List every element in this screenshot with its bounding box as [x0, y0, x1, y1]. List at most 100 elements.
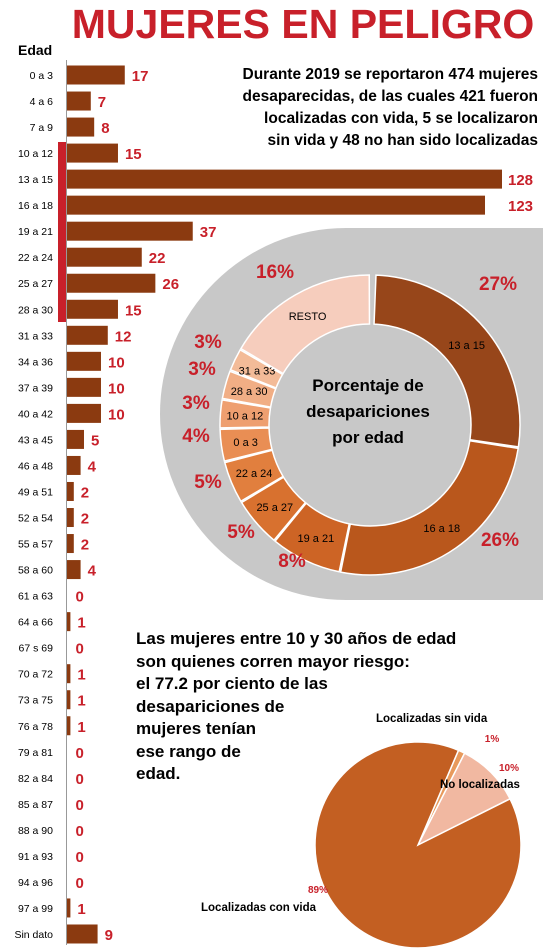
category-label: 76 a 78	[18, 721, 53, 733]
category-label: 16 a 18	[18, 200, 53, 212]
pie-percent: 1%	[485, 734, 500, 745]
category-label: 0 a 3	[30, 70, 54, 82]
donut-slice	[239, 274, 371, 375]
data-label: 0	[76, 771, 84, 788]
donut-title: por edad	[332, 428, 404, 447]
data-label: 0	[76, 849, 84, 866]
category-label: 4 a 6	[30, 96, 54, 108]
bar	[67, 247, 142, 267]
risk-line: desapariciones de	[136, 696, 285, 716]
donut-title: Porcentaje de	[312, 376, 424, 395]
category-label: 49 a 51	[18, 486, 53, 498]
data-label: 37	[200, 224, 217, 241]
intro-text: Durante 2019 se reportaron 474 mujeres d…	[180, 64, 538, 152]
slice-label: 31 a 33	[239, 365, 276, 377]
slice-percent: 27%	[479, 274, 517, 295]
risk-line: el 77.2 por ciento de las	[136, 674, 328, 693]
slice-percent: 3%	[182, 393, 210, 414]
slice-percent: 16%	[256, 262, 294, 283]
category-label: 70 a 72	[18, 669, 53, 681]
data-label: 26	[162, 276, 179, 293]
category-label: 10 a 12	[18, 148, 53, 160]
data-label: 0	[76, 745, 84, 762]
data-label: 1	[77, 615, 85, 632]
data-label: 1	[77, 719, 85, 736]
slice-label: 28 a 30	[231, 386, 268, 398]
bar	[67, 716, 71, 736]
slice-percent: 5%	[194, 472, 222, 493]
bar	[67, 429, 84, 449]
bar	[67, 273, 156, 293]
bar	[67, 403, 101, 423]
data-label: 1	[77, 693, 85, 710]
data-label: 15	[125, 146, 142, 163]
category-label: 73 a 75	[18, 695, 53, 707]
category-label: 88 a 90	[18, 825, 53, 837]
slice-label: 22 a 24	[236, 468, 273, 480]
bar	[67, 351, 101, 371]
category-label: 19 a 21	[18, 226, 53, 238]
data-label: 0	[76, 875, 84, 892]
slice-label: RESTO	[289, 311, 327, 323]
intro-line: Durante 2019 se reportaron 474 mujeres	[242, 66, 539, 83]
data-label: 22	[149, 250, 166, 267]
donut-slice	[339, 439, 520, 576]
risk-line: mujeres tenían	[136, 719, 256, 738]
category-label: Sin dato	[14, 929, 53, 941]
intro-line: localizadas con vida, 5 se localizaron	[264, 110, 538, 127]
slice-label: 10 a 12	[226, 411, 263, 423]
slice-percent: 3%	[194, 332, 222, 353]
data-label: 17	[132, 68, 149, 85]
bar	[67, 690, 71, 710]
bar	[67, 612, 71, 632]
pie-percent: 89%	[308, 885, 328, 896]
slice-label: 19 a 21	[298, 533, 335, 545]
bar	[67, 325, 108, 345]
risk-line: Las mujeres entre 10 y 30 años de edad	[136, 629, 457, 648]
risk-text: Las mujeres entre 10 y 30 años de edad s…	[136, 628, 536, 786]
slice-percent: 3%	[188, 359, 216, 380]
data-label: 7	[98, 94, 106, 111]
category-label: 22 a 24	[18, 252, 53, 264]
data-label: 9	[105, 927, 113, 944]
data-label: 123	[508, 198, 533, 215]
category-label: 91 a 93	[18, 851, 53, 863]
category-label: 7 a 9	[30, 122, 54, 134]
category-label: 34 a 36	[18, 356, 53, 368]
data-label: 2	[81, 511, 89, 528]
category-label: 82 a 84	[18, 773, 53, 785]
category-label: 64 a 66	[18, 617, 53, 629]
data-label: 128	[508, 172, 533, 189]
category-label: 46 a 48	[18, 460, 53, 472]
category-label: 40 a 42	[18, 408, 53, 420]
data-label: 1	[77, 901, 85, 918]
bar	[67, 91, 91, 111]
bar	[67, 299, 118, 319]
donut-slice	[219, 398, 272, 429]
slice-label: 16 a 18	[423, 523, 460, 535]
category-label: 79 a 81	[18, 747, 53, 759]
category-label: 61 a 63	[18, 591, 53, 603]
bar	[67, 65, 125, 85]
data-label: 10	[108, 380, 125, 397]
pie-label: No localizadas	[440, 779, 520, 791]
pie-label: Localizadas sin vida	[376, 713, 488, 725]
bar	[67, 664, 71, 684]
pie-slice	[314, 741, 522, 949]
data-label: 0	[76, 589, 84, 606]
bar	[67, 924, 98, 944]
bar	[67, 508, 74, 528]
bar	[67, 377, 101, 397]
category-label: 28 a 30	[18, 304, 53, 316]
bar	[67, 221, 193, 241]
category-label: 58 a 60	[18, 565, 53, 577]
pie-percent: 10%	[499, 763, 519, 774]
bar	[67, 117, 95, 137]
data-label: 4	[88, 458, 97, 475]
data-label: 12	[115, 328, 132, 345]
category-label: 52 a 54	[18, 513, 53, 525]
pie-label: Localizadas con vida	[201, 902, 317, 914]
category-label: 13 a 15	[18, 174, 53, 186]
